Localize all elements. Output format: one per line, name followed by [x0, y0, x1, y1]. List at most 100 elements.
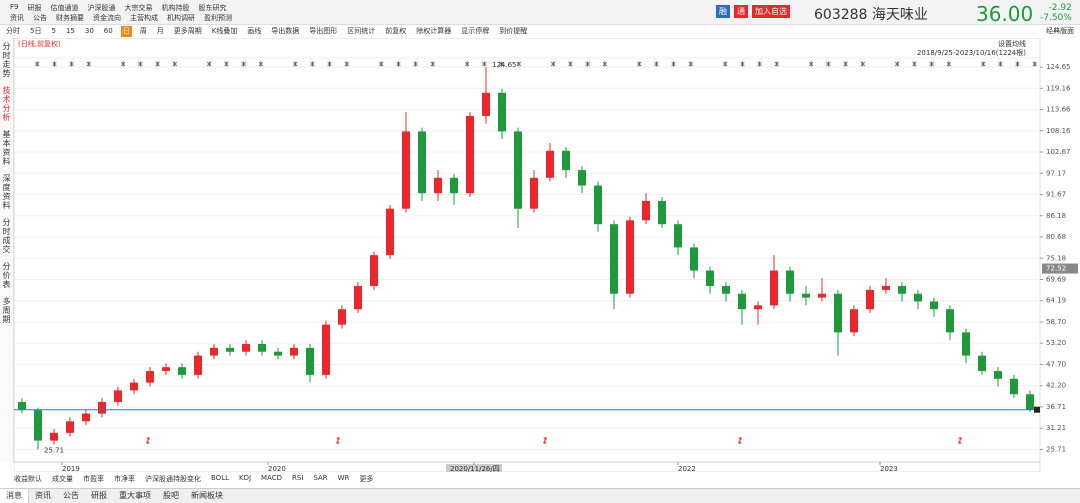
side-nav-item[interactable]: 基本资料: [2, 130, 11, 166]
toolbar-item[interactable]: 前复权: [385, 26, 407, 35]
header-link[interactable]: F9: [10, 3, 19, 11]
info-marker: [69, 61, 74, 67]
dividend-marker: [737, 437, 743, 444]
info-marker: [258, 61, 264, 67]
side-nav-item[interactable]: 分时走势: [2, 42, 11, 78]
toolbar-item[interactable]: 5日: [30, 26, 42, 35]
info-marker: [52, 61, 57, 67]
side-nav-item[interactable]: 分价表: [2, 262, 11, 289]
bottom-tab[interactable]: 公告: [63, 491, 79, 500]
toolbar-item[interactable]: 15: [65, 26, 75, 35]
candle-body: [642, 200, 650, 221]
info-marker: [1015, 61, 1020, 67]
link-row: 资讯 公告 财务摘要 资金流向 主营构成 机构调研 盈利预测: [10, 13, 232, 23]
header-button[interactable]: 加入自选: [752, 5, 790, 18]
side-nav-item[interactable]: 深度资料: [2, 174, 11, 210]
header-link[interactable]: 财务摘要: [56, 14, 84, 22]
toolbar-item[interactable]: 月: [156, 26, 164, 35]
stock-name: 海天味业: [871, 7, 928, 23]
indicator-tab[interactable]: 市净率: [114, 475, 135, 483]
link-row: F9 研报 估值通道 沪深股通 大宗交易 机构持股 股东研究: [10, 3, 226, 13]
indicator-tab[interactable]: SAR: [313, 474, 328, 482]
side-nav-item[interactable]: 分时成交: [2, 218, 11, 254]
y-tick-label: 113.66: [1046, 106, 1071, 114]
change: -2.92 -7.50%: [1040, 3, 1072, 23]
indicator-tab[interactable]: MACD: [261, 474, 283, 482]
toolbar-item[interactable]: 导出数据: [271, 26, 300, 35]
indicator-tab[interactable]: 成交量: [52, 475, 73, 483]
y-tick-label: 86.18: [1046, 212, 1066, 220]
bottom-tab[interactable]: 新闻板块: [191, 491, 223, 500]
header-button[interactable]: 融: [716, 5, 730, 18]
toolbar-item[interactable]: 5: [51, 26, 56, 35]
stock: 603288 海天味业: [814, 4, 928, 24]
candle-body: [866, 289, 874, 310]
candle-body: [146, 371, 154, 383]
candle-body: [482, 92, 490, 116]
toolbar-item[interactable]: 日: [120, 25, 132, 37]
header-link[interactable]: 盈利预测: [204, 14, 232, 22]
indicator-tab[interactable]: KDJ: [239, 474, 252, 482]
header-link[interactable]: 机构持股: [161, 4, 190, 12]
header-link[interactable]: 主营构成: [130, 14, 158, 22]
indicator-tab[interactable]: 沪深股通持股变化: [145, 475, 201, 483]
header-link[interactable]: 资金流向: [93, 14, 121, 22]
candle-body: [82, 413, 90, 422]
indicator-tab[interactable]: WR: [337, 474, 350, 482]
info-marker: [413, 61, 418, 67]
candle-body: [674, 224, 682, 248]
bottom-tab[interactable]: 研报: [91, 491, 107, 500]
info-marker: [310, 61, 315, 67]
toolbar-item[interactable]: 显示停牌: [461, 26, 490, 35]
x-tick-label: 2023: [880, 465, 898, 472]
bottom-tab[interactable]: 股吧: [163, 491, 179, 500]
toolbar-item[interactable]: 30: [84, 26, 94, 35]
header-link[interactable]: 股东研究: [198, 4, 227, 12]
bottom-tab[interactable]: 消息: [0, 489, 29, 503]
toolbar-item[interactable]: 导出图形: [309, 26, 338, 35]
toolbar-item[interactable]: 60: [103, 26, 113, 35]
toolbar-item[interactable]: K线叠加: [211, 26, 238, 35]
ma-setting[interactable]: 设置均线: [998, 39, 1026, 48]
header-link[interactable]: 机构调研: [167, 14, 195, 22]
indicator-tab[interactable]: RSI: [292, 474, 304, 482]
indicator-tab[interactable]: BOLL: [211, 474, 229, 482]
indicator-tab[interactable]: 更多: [359, 475, 374, 483]
y-tick-label: 36.71: [1046, 403, 1066, 411]
side-nav-item[interactable]: 技术分析: [2, 86, 11, 122]
toolbar-item[interactable]: 到价提醒: [499, 26, 528, 35]
toolbar-item[interactable]: 周: [139, 26, 147, 35]
indicator-tab[interactable]: 收益默认: [14, 475, 42, 483]
y-tick-label: 42.20: [1046, 382, 1066, 390]
cursor-price-box: [1042, 263, 1078, 274]
header-link[interactable]: 大宗交易: [124, 4, 153, 12]
info-marker: [946, 61, 952, 67]
info-marker: [912, 61, 917, 67]
candle-body: [610, 224, 618, 294]
toolbar-item[interactable]: 更多周期: [173, 26, 202, 35]
header-button[interactable]: 通: [734, 5, 748, 18]
header-link[interactable]: 研报: [27, 4, 42, 12]
x-tick-label: 2020/11/26/四: [450, 465, 500, 472]
layout-button[interactable]: 经典版面: [1046, 27, 1074, 35]
side-nav-item[interactable]: 多周期: [2, 297, 11, 324]
info-marker: [482, 61, 487, 67]
candle-body: [978, 355, 986, 372]
toolbar-item[interactable]: 区间统计: [347, 26, 376, 35]
info-marker: [654, 61, 659, 67]
candle-body: [322, 324, 330, 375]
indicator-tab[interactable]: 市盈率: [83, 475, 104, 483]
header-link[interactable]: 沪深股通: [87, 4, 116, 12]
y-tick-label: 108.16: [1046, 127, 1071, 135]
toolbar-item[interactable]: 画线: [247, 26, 262, 35]
header-link[interactable]: 资讯: [10, 14, 24, 22]
header-link[interactable]: 公告: [33, 14, 47, 22]
bottom-tab[interactable]: 重大事项: [119, 491, 151, 500]
toolbar-item[interactable]: 分时: [6, 26, 20, 35]
bottom-tab[interactable]: 资讯: [35, 491, 51, 500]
header-link[interactable]: 估值通道: [50, 4, 79, 12]
candle-body: [338, 309, 346, 325]
toolbar-item[interactable]: 除权计算器: [416, 26, 452, 35]
candle-body: [754, 305, 762, 310]
candle-body: [1010, 378, 1018, 395]
